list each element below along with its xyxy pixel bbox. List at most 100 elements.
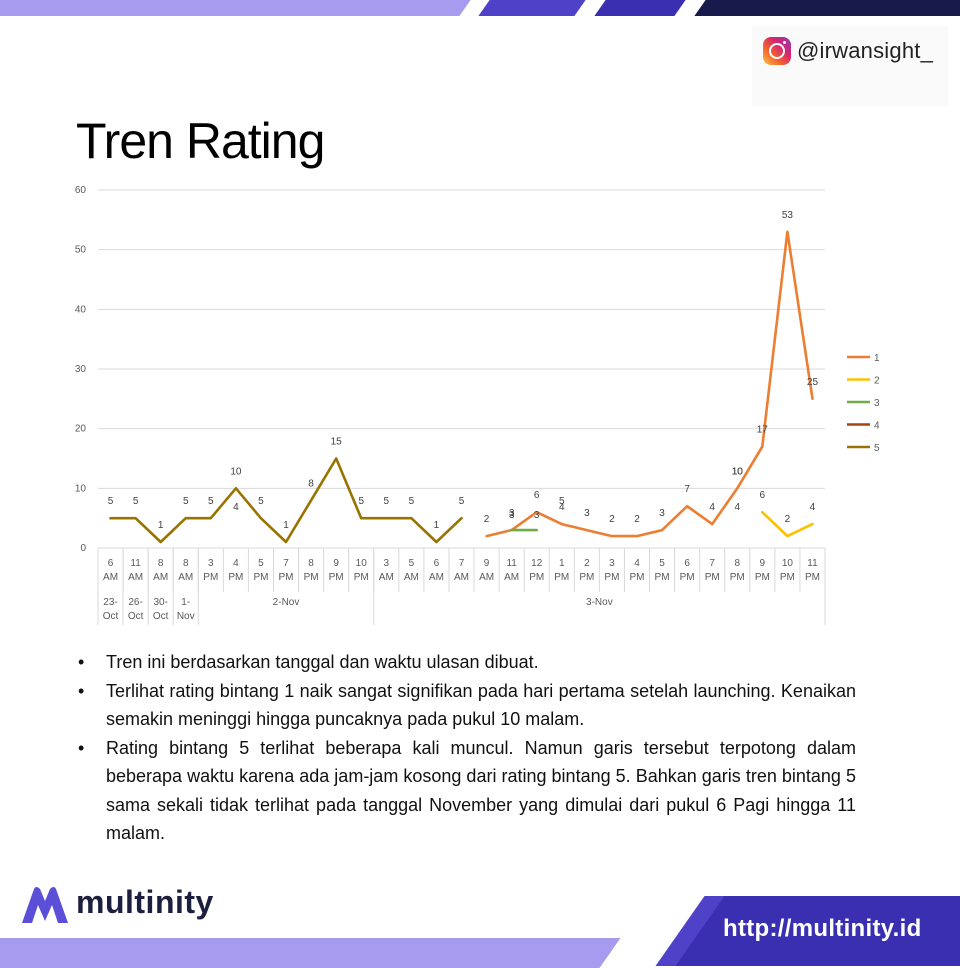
data-label-series-1: 10 (732, 466, 744, 477)
date-group-label: 2-Nov (273, 597, 300, 608)
x-tick-label: PM (604, 572, 619, 583)
data-label-series-1: 6 (534, 490, 540, 501)
x-tick-label: PM (629, 572, 644, 583)
y-tick-label: 20 (75, 424, 87, 435)
bullet-item: Tren ini berdasarkan tanggal dan waktu u… (78, 648, 856, 677)
data-label-series-2: 4 (810, 502, 816, 513)
x-tick-label: 3 (609, 558, 615, 569)
x-tick-label: AM (504, 572, 519, 583)
x-tick-label: AM (128, 572, 143, 583)
legend-label-3: 3 (874, 398, 880, 409)
x-tick-label: 8 (308, 558, 314, 569)
data-label-series-5: 15 (331, 437, 343, 448)
date-group-label: 3-Nov (586, 597, 613, 608)
series-5-line (109, 457, 463, 544)
data-label-series-1: 53 (782, 210, 794, 221)
data-label-series-5: 1 (434, 520, 440, 531)
legend-label-1: 1 (874, 353, 880, 364)
x-tick-label: AM (103, 572, 118, 583)
x-tick-label: 7 (459, 558, 465, 569)
data-label-series-1: 3 (509, 508, 515, 519)
data-label-series-1: 25 (807, 377, 819, 388)
x-tick-label: AM (404, 572, 419, 583)
x-tick-label: PM (554, 572, 569, 583)
x-tick-label: PM (680, 572, 695, 583)
data-label-series-3: 3 (534, 510, 540, 521)
data-label-series-4: 10 (732, 466, 744, 477)
bullet-list: Tren ini berdasarkan tanggal dan waktu u… (78, 648, 856, 848)
data-label-series-2: 2 (785, 514, 791, 525)
x-tick-label: 5 (258, 558, 264, 569)
x-tick-label: 8 (734, 558, 740, 569)
x-tick-label: PM (655, 572, 670, 583)
x-tick-label: AM (153, 572, 168, 583)
x-tick-label: PM (730, 572, 745, 583)
data-label-series-5: 5 (459, 496, 465, 507)
bottom-band-light (0, 938, 621, 968)
bullet-item: Rating bintang 5 terlihat beberapa kali … (78, 734, 856, 848)
data-label-series-1: 3 (659, 508, 665, 519)
x-tick-label: 7 (709, 558, 715, 569)
x-tick-label: PM (203, 572, 218, 583)
date-group-label: Oct (128, 611, 144, 622)
x-tick-label: 11 (130, 558, 141, 569)
x-tick-label: AM (429, 572, 444, 583)
x-tick-label: PM (329, 572, 344, 583)
slide-title: Tren Rating (76, 113, 325, 169)
x-tick-label: 9 (333, 558, 339, 569)
x-tick-label: 10 (356, 558, 368, 569)
data-label-series-5: 5 (258, 496, 264, 507)
website-link[interactable]: http://multinity.id (723, 915, 922, 942)
x-tick-label: 5 (659, 558, 665, 569)
data-label-series-5: 5 (358, 496, 364, 507)
x-tick-label: 6 (684, 558, 690, 569)
instagram-handle[interactable]: @irwansight_ (797, 38, 934, 63)
x-tick-label: 9 (760, 558, 766, 569)
x-tick-label: AM (479, 572, 494, 583)
x-tick-label: AM (178, 572, 193, 583)
y-tick-label: 50 (75, 245, 87, 256)
data-label-series-5: 5 (384, 496, 390, 507)
data-label-series-4: 4 (233, 502, 239, 513)
x-tick-label: PM (529, 572, 544, 583)
data-label-series-5: 5 (133, 496, 139, 507)
data-label-series-5: 1 (158, 520, 164, 531)
data-label-series-1: 2 (634, 514, 640, 525)
data-label-series-1: 3 (584, 508, 590, 519)
data-label-series-4: 5 (559, 496, 565, 507)
data-label-series-5: 5 (108, 496, 114, 507)
date-group-label: Oct (103, 611, 119, 622)
x-tick-label: PM (705, 572, 720, 583)
x-tick-label: PM (579, 572, 594, 583)
data-label-series-5: 10 (230, 466, 242, 477)
x-tick-label: AM (379, 572, 394, 583)
data-label-series-2: 4 (734, 502, 740, 513)
y-tick-label: 0 (80, 543, 86, 554)
x-tick-label: 8 (158, 558, 164, 569)
data-label-series-5: 1 (283, 520, 289, 531)
data-label-series-1: 4 (709, 502, 715, 513)
x-tick-label: PM (354, 572, 369, 583)
x-tick-label: PM (253, 572, 268, 583)
x-tick-label: PM (279, 572, 294, 583)
x-tick-label: 8 (183, 558, 189, 569)
data-label-series-5: 8 (308, 478, 314, 489)
data-label-series-1: 2 (484, 514, 490, 525)
x-tick-label: PM (304, 572, 319, 583)
x-tick-label: 11 (807, 558, 818, 569)
x-tick-label: 4 (233, 558, 239, 569)
x-tick-label: PM (780, 572, 795, 583)
x-tick-label: PM (805, 572, 820, 583)
date-group-label: Nov (177, 611, 195, 622)
x-tick-label: AM (454, 572, 469, 583)
instagram-icon (763, 37, 791, 65)
date-group-label: 26- (128, 597, 142, 608)
y-tick-label: 30 (75, 364, 87, 375)
data-label-series-1: 2 (609, 514, 615, 525)
y-tick-label: 40 (75, 304, 87, 315)
data-label-series-5: 5 (409, 496, 415, 507)
data-label-series-1: 17 (757, 425, 769, 436)
date-group-label: 23- (103, 597, 117, 608)
date-group-label: 30- (153, 597, 167, 608)
